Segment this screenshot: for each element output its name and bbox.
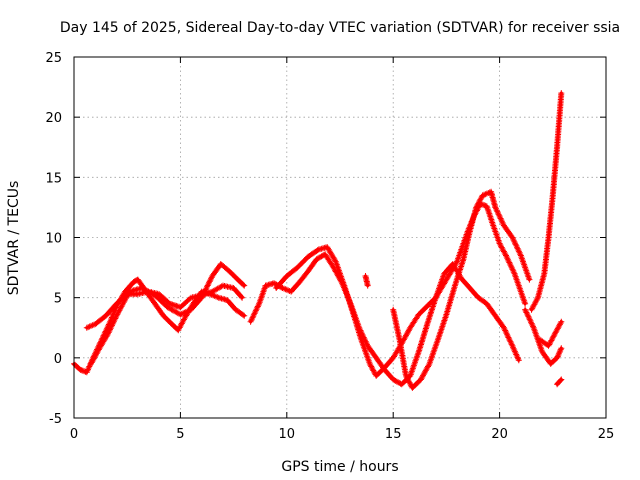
axis-ticks: 0 5 10 15 20 25 -5 0 5 10 15 20 25 (45, 51, 614, 442)
grid (74, 57, 606, 418)
y-tick-label: 5 (54, 292, 62, 307)
plus-markers (390, 188, 533, 391)
x-axis-label: GPS time / hours (281, 459, 398, 475)
plus-markers (522, 306, 565, 367)
y-tick-label: 25 (45, 51, 62, 66)
y-tick-label: 10 (45, 232, 62, 247)
y-axis-label: SDTVAR / TECUs (6, 181, 22, 296)
y-tick-label: 0 (54, 352, 62, 367)
plus-markers (554, 376, 565, 388)
series-line (529, 91, 563, 312)
plus-markers (528, 90, 565, 313)
x-tick-label: 5 (176, 427, 184, 442)
series-track-7 (522, 306, 565, 367)
x-tick-label: 15 (385, 427, 402, 442)
y-tick-label: 15 (45, 171, 62, 186)
plus-markers (88, 261, 248, 367)
x-tick-label: 10 (279, 427, 296, 442)
data-series (71, 90, 565, 391)
plus-markers (537, 318, 565, 349)
series-track-2 (83, 282, 246, 331)
x-tick-label: 25 (598, 427, 615, 442)
chart-title: Day 145 of 2025, Sidereal Day-to-day VTE… (60, 20, 620, 36)
series-track-5 (273, 200, 529, 379)
x-tick-label: 0 (70, 427, 78, 442)
y-tick-label: -5 (49, 412, 62, 427)
series-track-8 (528, 90, 565, 313)
series-track-9 (537, 318, 565, 349)
series-track-11 (554, 376, 565, 388)
y-tick-label: 20 (45, 111, 62, 126)
series-line (391, 190, 531, 390)
series-track-3 (88, 261, 248, 367)
series-track-6 (390, 188, 533, 391)
plus-markers (362, 273, 371, 289)
x-tick-label: 20 (491, 427, 508, 442)
series-track-10 (362, 273, 371, 289)
